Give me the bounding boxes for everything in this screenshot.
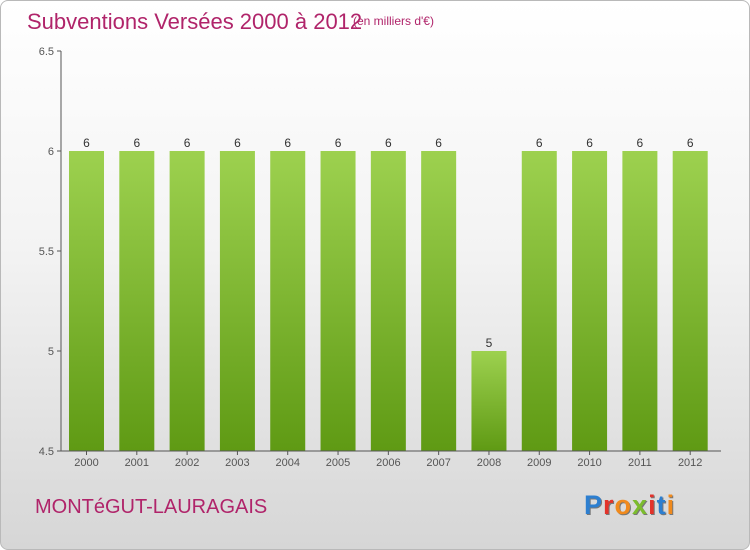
bars-group: 6 6 6 6 6 6 6 6 5 6 6 6 6	[69, 136, 708, 451]
axes-group: 2000 2001 2002 2003 2004 2005 2006 2007 2008 2009…	[39, 46, 721, 469]
x-tick-label-2003: 2003	[225, 457, 249, 469]
data-label-2010: 6	[586, 136, 593, 150]
data-label-2005: 6	[335, 136, 342, 150]
y-tick-label-6.5: 6.5	[39, 46, 54, 58]
bar-2003	[219, 151, 255, 451]
x-tick-label-2010: 2010	[577, 457, 601, 469]
x-tick-label-2002: 2002	[175, 457, 199, 469]
x-tick-label-2001: 2001	[125, 457, 149, 469]
x-tick-label-2007: 2007	[426, 457, 450, 469]
bar-2002	[169, 151, 205, 451]
y-tick-label-5: 5	[48, 346, 54, 358]
x-tick-label-2006: 2006	[376, 457, 400, 469]
x-tick-label-2005: 2005	[326, 457, 350, 469]
data-label-2008: 5	[486, 336, 493, 350]
bar-2012	[672, 151, 708, 451]
logo-letter: o	[614, 490, 633, 520]
x-tick-label-2000: 2000	[74, 457, 98, 469]
logo-letter: i	[648, 490, 657, 520]
data-label-2006: 6	[385, 136, 392, 150]
bar-2010	[572, 151, 608, 451]
data-label-2011: 6	[637, 136, 644, 150]
logo-letter: P	[584, 490, 604, 520]
x-tick-label-2008: 2008	[477, 457, 501, 469]
data-label-2007: 6	[435, 136, 442, 150]
bar-2008	[471, 351, 507, 451]
y-tick-label-4.5: 4.5	[39, 446, 54, 458]
x-tick-label-2009: 2009	[527, 457, 551, 469]
data-label-2009: 6	[536, 136, 543, 150]
x-tick-label-2004: 2004	[275, 457, 299, 469]
data-label-2002: 6	[184, 136, 191, 150]
data-label-2004: 6	[284, 136, 291, 150]
data-label-2003: 6	[234, 136, 241, 150]
bar-2007	[421, 151, 457, 451]
data-label-2012: 6	[687, 136, 694, 150]
logo-letter: i	[666, 490, 676, 520]
data-label-2000: 6	[83, 136, 90, 150]
x-tick-label-2011: 2011	[628, 457, 652, 469]
bar-2004	[270, 151, 306, 451]
place-name: MONTéGUT-LAURAGAIS	[35, 496, 268, 518]
chart-unit: (en milliers d'€)	[353, 14, 434, 28]
bar-2006	[370, 151, 406, 451]
y-tick-label-5.5: 5.5	[39, 246, 54, 258]
bar-2001	[119, 151, 155, 451]
chart-title: Subventions Versées 2000 à 2012	[27, 9, 363, 34]
bar-2005	[320, 151, 356, 451]
logo-letter: t	[656, 490, 667, 520]
proxiti-logo: Proxiti	[584, 490, 675, 521]
bar-2000	[69, 151, 104, 451]
bar-2011	[622, 151, 658, 451]
data-label-2001: 6	[133, 136, 140, 150]
logo-letter: x	[632, 490, 649, 520]
bar-2009	[521, 151, 557, 451]
logo-letter: r	[603, 490, 615, 520]
y-tick-label-6: 6	[48, 146, 54, 158]
x-tick-label-2012: 2012	[678, 457, 702, 469]
